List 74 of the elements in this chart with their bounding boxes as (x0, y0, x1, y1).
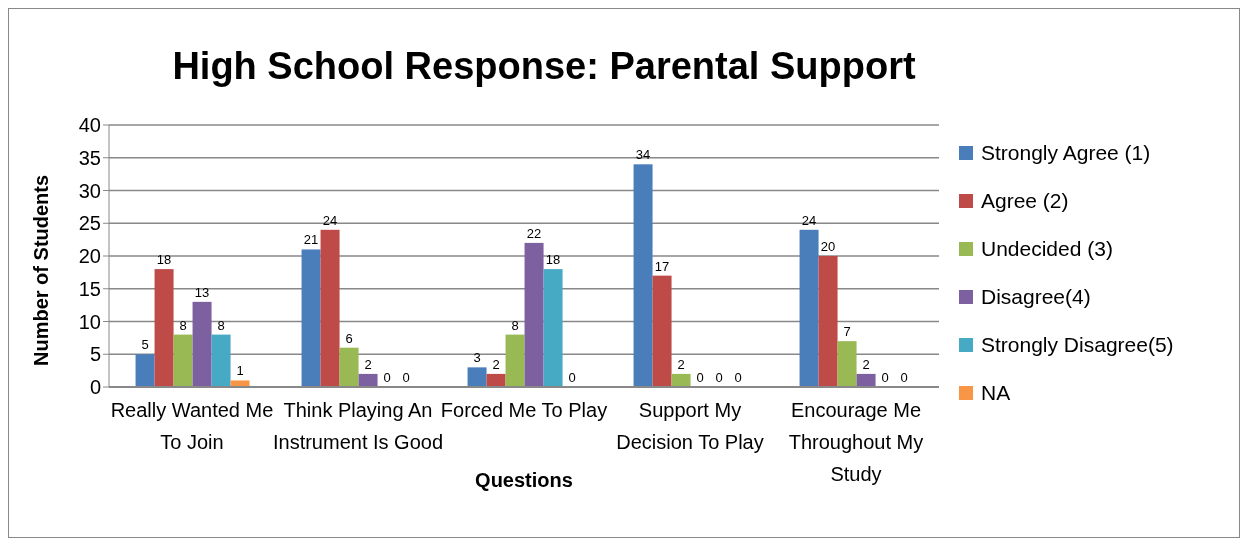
bar (467, 367, 487, 387)
x-tick-label: Encourage Me Throughout My Study (788, 399, 924, 486)
x-tick-label: Forced Me To Play (440, 399, 608, 422)
data-label: 8 (511, 317, 519, 333)
bar (856, 373, 876, 387)
data-label: 0 (402, 370, 410, 385)
bar (192, 301, 212, 387)
bar (524, 242, 544, 387)
data-label: 0 (900, 370, 908, 385)
data-label: 0 (734, 370, 742, 385)
bar (633, 164, 653, 387)
data-label: 0 (568, 370, 576, 385)
bar (230, 380, 250, 387)
bar (505, 334, 525, 387)
data-label: 6 (345, 330, 353, 346)
data-label: 20 (820, 239, 836, 254)
data-label: 7 (843, 324, 851, 340)
bar (671, 373, 691, 387)
y-tick-label: 40 (78, 114, 101, 137)
y-tick-label: 25 (78, 212, 101, 235)
bar (799, 229, 819, 387)
bar (173, 334, 193, 387)
bar (652, 275, 672, 387)
legend-label: Agree (2) (981, 188, 1069, 214)
y-tick-label: 20 (78, 245, 101, 268)
bar (543, 269, 563, 387)
chart-title: High School Response: Parental Support (171, 45, 917, 88)
y-tick-label: 10 (78, 310, 101, 333)
y-tick-label: 0 (89, 376, 101, 399)
bar (301, 249, 321, 387)
data-label: 0 (696, 370, 704, 385)
data-label: 0 (715, 370, 723, 385)
x-axis-title: Questions (475, 469, 573, 491)
data-label: 2 (492, 356, 500, 372)
data-label: 2 (364, 356, 372, 372)
data-label: 24 (801, 212, 817, 228)
y-axis-title: Number of Students (30, 174, 53, 366)
data-label: 21 (303, 232, 319, 248)
bar (339, 347, 359, 387)
bar (320, 229, 340, 387)
bar (818, 256, 838, 387)
data-label: 24 (322, 212, 338, 228)
legend-label: Undecided (3) (981, 236, 1113, 262)
data-label: 8 (217, 317, 225, 333)
data-label: 8 (179, 317, 187, 333)
data-label: 3 (473, 350, 481, 366)
legend-label: Strongly Agree (1) (981, 140, 1151, 166)
data-label: 13 (194, 284, 210, 300)
data-label: 0 (383, 370, 391, 385)
legend-label: Strongly Disagree(5) (981, 332, 1174, 358)
data-label: 34 (635, 147, 651, 163)
data-label: 0 (881, 370, 889, 385)
data-label: 18 (545, 252, 561, 268)
y-tick-label: 30 (78, 179, 101, 202)
bar (135, 354, 155, 387)
data-label: 5 (141, 337, 149, 353)
data-label: 2 (677, 356, 685, 372)
bar (358, 373, 378, 387)
y-tick-label: 5 (89, 343, 101, 366)
bar (837, 341, 857, 387)
bar (211, 334, 231, 387)
bar (154, 269, 174, 387)
x-tick-label: Support My Decision To Play (616, 399, 764, 454)
y-tick-label: 35 (78, 146, 101, 169)
bar (486, 373, 506, 387)
data-label: 1 (236, 363, 244, 379)
legend-label: NA (981, 380, 1011, 406)
legend-label: Disagree(4) (981, 284, 1091, 310)
y-tick-label: 15 (78, 277, 101, 300)
data-label: 17 (654, 258, 670, 274)
data-label: 18 (156, 252, 172, 268)
data-label: 2 (862, 356, 870, 372)
data-label: 22 (526, 225, 542, 241)
x-tick-label: Really Wanted Me To Join (110, 399, 274, 454)
